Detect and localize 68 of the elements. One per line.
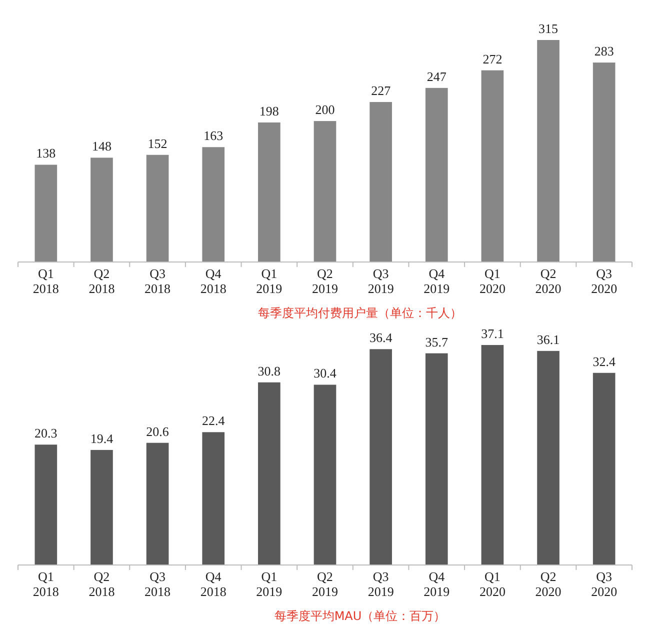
- data-label: 163: [204, 128, 224, 144]
- bar: [258, 382, 280, 565]
- bar: [202, 432, 225, 565]
- data-label: 20.6: [146, 424, 170, 439]
- x-tick-label: Q2 2020: [535, 569, 562, 599]
- x-tick-label: Q1 2018: [32, 266, 59, 296]
- bar: [370, 102, 392, 262]
- data-label: 19.4: [90, 430, 114, 446]
- data-label: 200: [315, 102, 335, 118]
- x-tick-label: Q4 2019: [424, 266, 450, 296]
- bar: [425, 88, 448, 262]
- x-tick-label: Q4 2019: [424, 569, 450, 599]
- data-label: 148: [92, 138, 112, 154]
- bar: [258, 122, 280, 262]
- data-label: 247: [426, 68, 447, 84]
- bar: [592, 62, 616, 262]
- bar: [537, 350, 560, 565]
- bar: [370, 349, 392, 565]
- data-label: 30.4: [314, 366, 337, 381]
- data-label: 227: [371, 83, 392, 98]
- bar: [146, 442, 169, 565]
- x-axis-title: 每季度平均MAU（单位：百万）: [274, 609, 446, 623]
- data-label: 30.8: [258, 363, 281, 378]
- x-tick-label: Q4 2018: [200, 569, 226, 599]
- data-label: 32.4: [592, 354, 616, 369]
- bar: [146, 154, 169, 262]
- x-tick-label: Q1 2020: [479, 266, 506, 296]
- data-label: 198: [259, 103, 279, 118]
- data-label: 37.1: [481, 326, 504, 341]
- data-label: 20.3: [34, 426, 58, 441]
- bar: [592, 372, 616, 565]
- x-tick-label: Q3 2018: [144, 266, 171, 296]
- x-tick-label: Q3 2019: [368, 266, 394, 296]
- bar: [202, 147, 225, 262]
- data-label: 36.4: [369, 330, 393, 346]
- bar: [90, 450, 113, 565]
- data-label: 138: [36, 146, 56, 161]
- x-tick-label: Q3 2020: [591, 266, 618, 296]
- data-label: 22.4: [202, 413, 226, 428]
- data-label: 272: [482, 51, 502, 66]
- bar: [481, 345, 504, 565]
- x-axis-title: 每季度平均付费用户量（单位：千人）: [258, 306, 462, 320]
- x-tick-label: Q2 2018: [88, 569, 115, 599]
- bar: [34, 164, 58, 262]
- x-tick-label: Q1 2019: [256, 266, 282, 296]
- data-label: 315: [538, 21, 558, 36]
- x-tick-label: Q4 2018: [200, 266, 226, 296]
- bar: [314, 384, 336, 565]
- bar: [481, 70, 504, 262]
- bar: [537, 40, 560, 262]
- x-tick-label: Q1 2020: [479, 569, 506, 599]
- x-tick-label: Q3 2018: [144, 569, 171, 599]
- data-label: 152: [148, 136, 168, 151]
- x-tick-label: Q3 2019: [368, 569, 394, 599]
- bar: [34, 444, 58, 565]
- bar: [425, 353, 448, 565]
- x-tick-label: Q2 2018: [88, 266, 115, 296]
- x-tick-label: Q3 2020: [591, 569, 618, 599]
- x-tick-label: Q2 2020: [535, 266, 562, 296]
- data-label: 35.7: [425, 334, 449, 350]
- x-tick-label: Q1 2018: [32, 569, 59, 599]
- bar: [314, 121, 336, 262]
- x-tick-label: Q2 2019: [312, 266, 338, 296]
- data-label: 36.1: [536, 332, 560, 347]
- x-tick-label: Q1 2019: [256, 569, 282, 599]
- bar: [90, 158, 113, 262]
- x-tick-label: Q2 2019: [312, 569, 338, 599]
- data-label: 283: [594, 44, 614, 59]
